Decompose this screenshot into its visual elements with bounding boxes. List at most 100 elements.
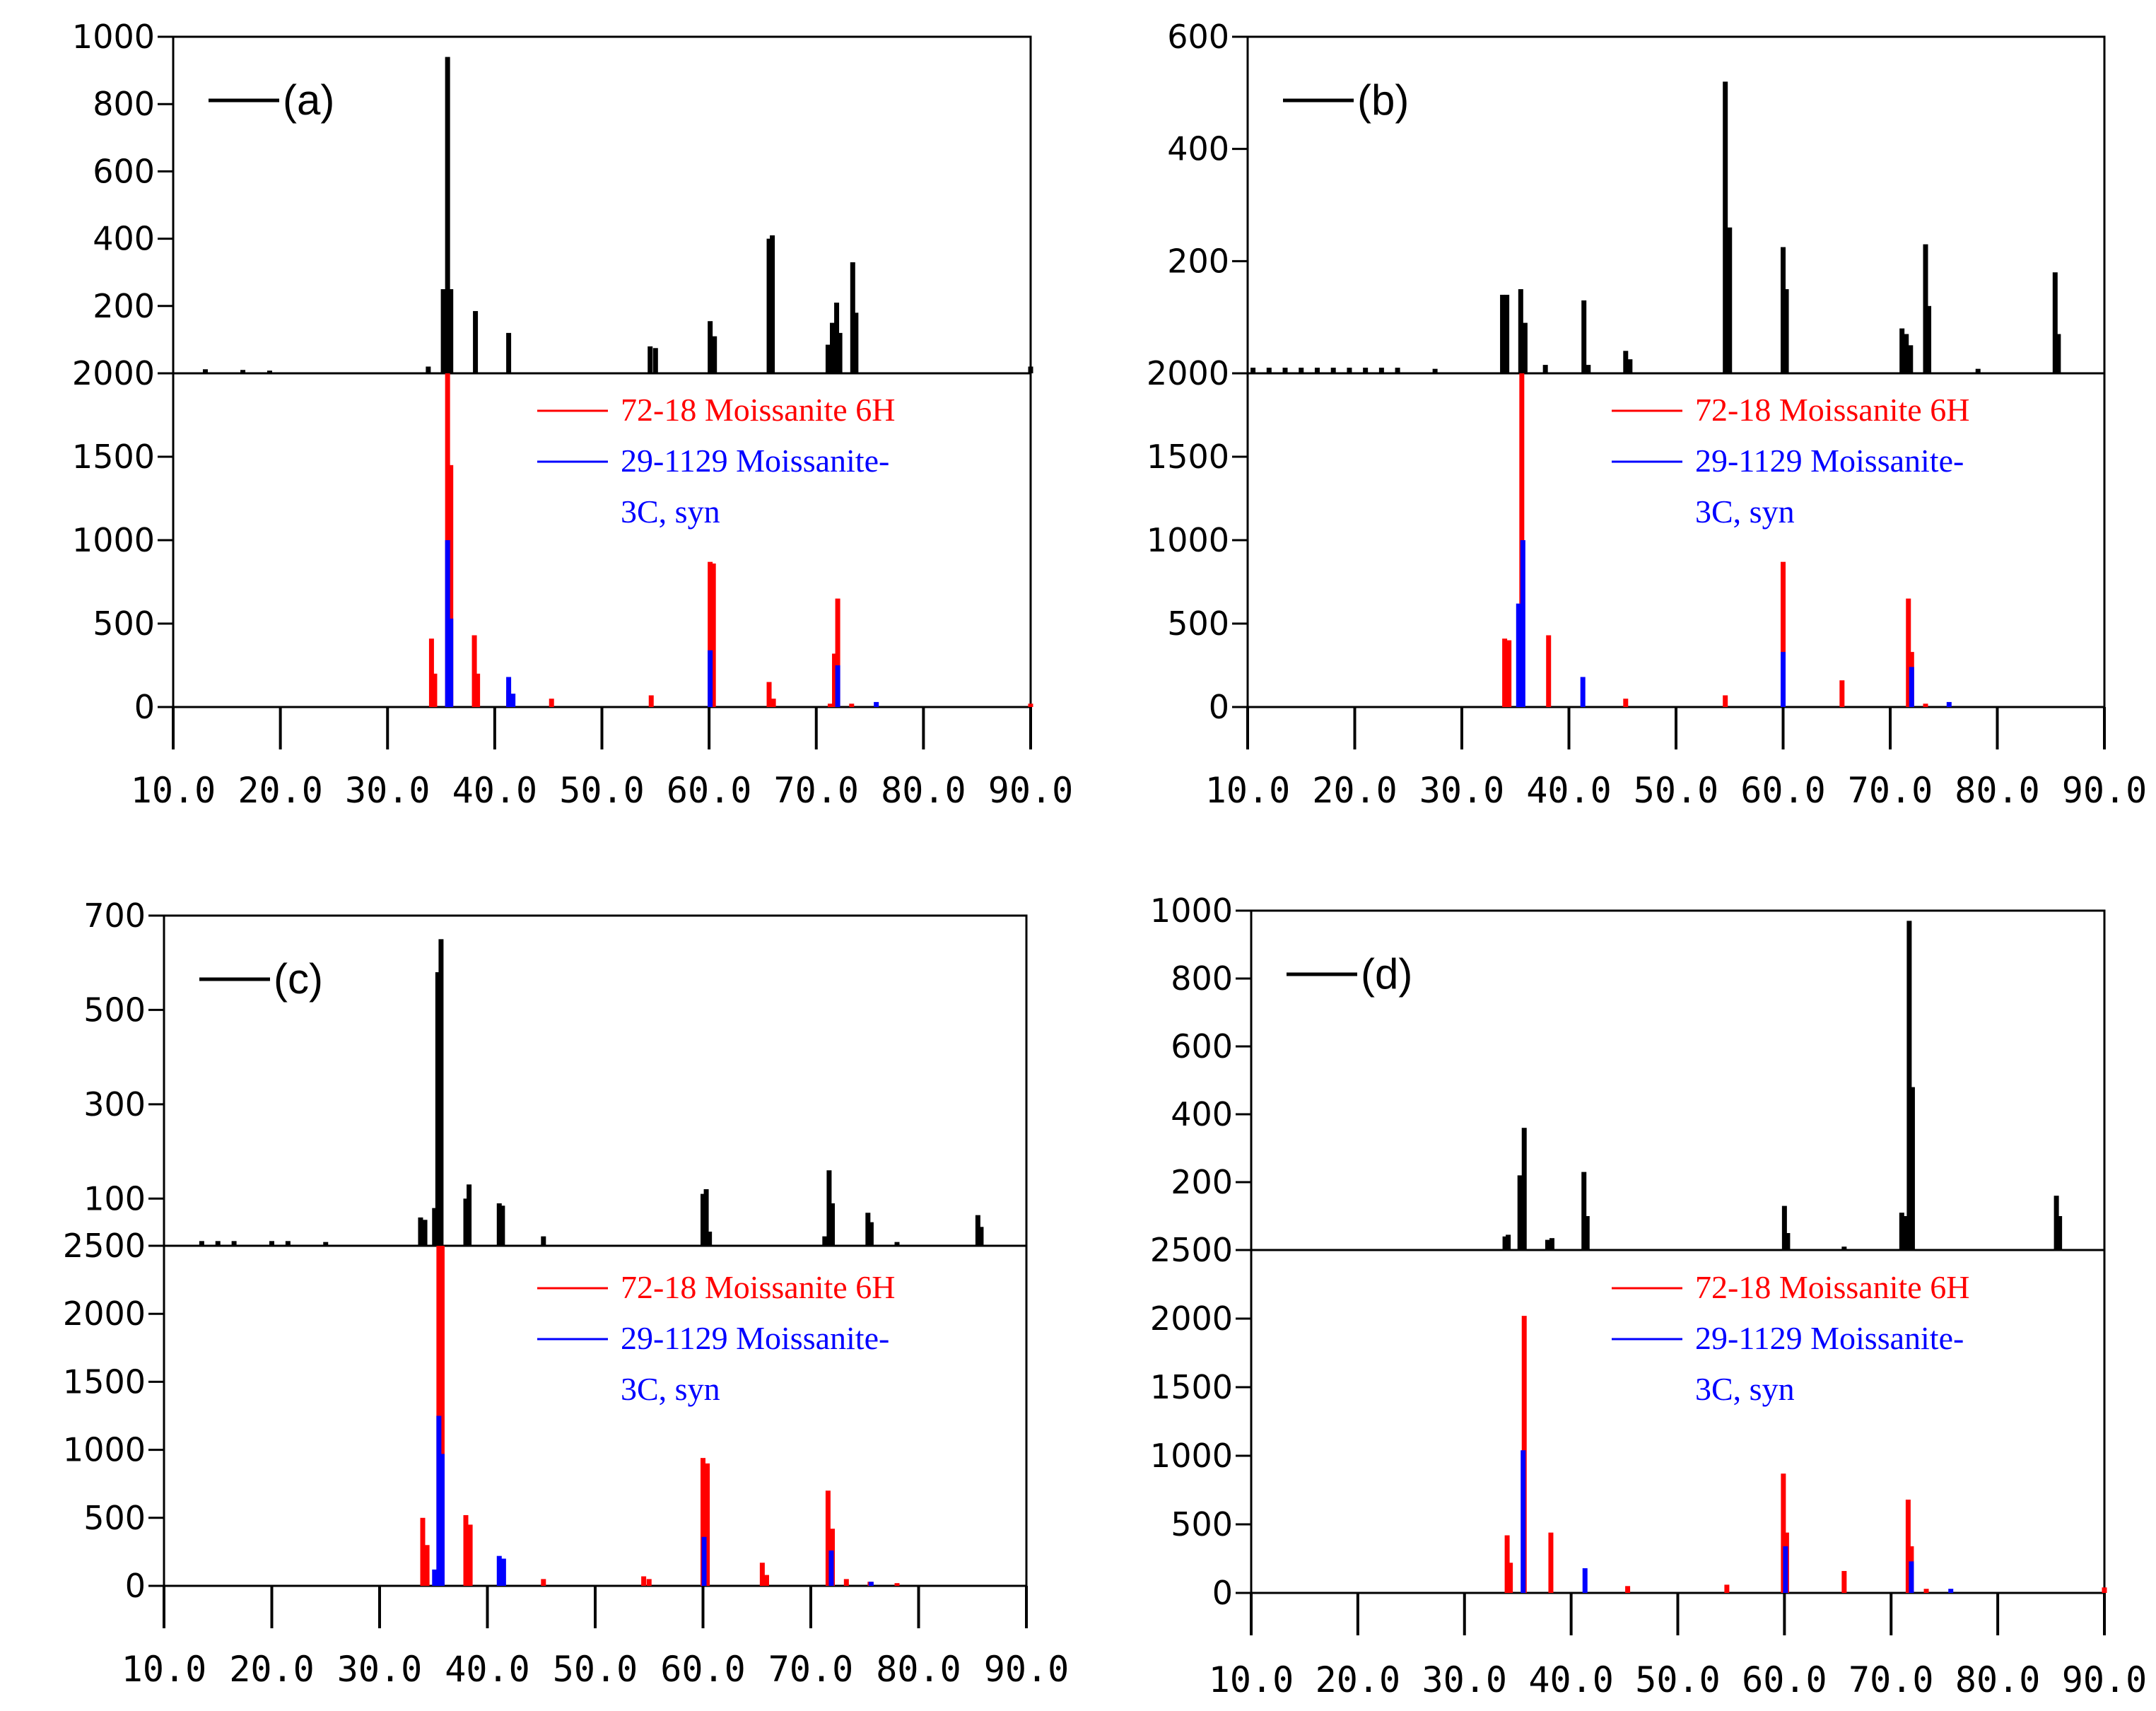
x-tick-label: 20.0 (1316, 1659, 1400, 1700)
panel-label: (d) (1361, 950, 1412, 998)
x-tick-label: 10.0 (122, 1649, 206, 1690)
measured-peak-bar (652, 348, 658, 373)
y-tick-label-top: 200 (93, 287, 155, 325)
measured-peak-bar (1727, 227, 1733, 373)
moissanite-6h-bar (1502, 638, 1508, 707)
measured-peak-bar (766, 238, 772, 373)
panel-label: (c) (274, 955, 323, 1003)
measured-peak-bar (894, 1242, 900, 1246)
moissanite-6h-bar (2102, 1587, 2107, 1593)
y-tick-label-bottom: 2500 (63, 1227, 146, 1265)
measured-peak-bar (1899, 1213, 1904, 1250)
moissanite-6h-bar (420, 1517, 426, 1586)
moissanite-6h-bar (827, 703, 833, 707)
moissanite-6h-bar (832, 653, 838, 707)
moissanite-6h-bar (1508, 1563, 1513, 1593)
moissanite-6h-bar (549, 699, 554, 707)
measured-peak-bar (231, 1241, 237, 1246)
measured-peak-bar (1785, 1233, 1791, 1250)
moissanite-6h-bar (759, 1563, 765, 1586)
y-tick-label-bottom: 2000 (1150, 1300, 1233, 1338)
moissanite-6h-bar (701, 1458, 705, 1586)
x-tick-label: 50.0 (1635, 1659, 1720, 1700)
moissanite-6h-bar (1625, 1586, 1631, 1593)
measured-peak-bar (1363, 368, 1369, 373)
moissanite-6h-bar (1506, 640, 1512, 707)
x-tick-label: 60.0 (660, 1649, 745, 1690)
moissanite-6h-bar (849, 703, 855, 707)
measured-peak-bar (432, 1208, 438, 1246)
measured-peak-bar (829, 322, 835, 373)
x-tick-label: 40.0 (445, 1649, 529, 1690)
moissanite-6h-bar (1546, 635, 1552, 707)
measured-peak-bar (285, 1241, 291, 1246)
measured-peak-bar (500, 1205, 505, 1246)
moissanite-6h-bar (1906, 598, 1911, 707)
measured-peak-bar (834, 303, 840, 373)
moissanite-6h-bar (1839, 680, 1845, 707)
moissanite-6h-bar (835, 598, 840, 707)
measured-peak-bar (1542, 365, 1548, 373)
measured-peak-bar (506, 332, 512, 373)
measured-peak-bar (426, 366, 431, 373)
y-tick-label-top: 800 (93, 85, 155, 123)
legend-6h-label: 72-18 Moissanite 6H (621, 1269, 895, 1305)
measured-peak-bar (1586, 365, 1591, 373)
measured-peak-bar (1723, 81, 1728, 373)
x-tick-label: 10.0 (1205, 770, 1290, 811)
y-tick-label-bottom: 500 (93, 605, 155, 643)
measured-peak-bar (1500, 294, 1506, 373)
x-tick-label: 70.0 (768, 1649, 853, 1690)
moissanite-6h-bar (471, 635, 477, 707)
measured-peak-bar (1781, 247, 1786, 373)
x-tick-label: 40.0 (1526, 770, 1611, 811)
measured-peak-bar (1783, 289, 1789, 373)
x-tick-label: 80.0 (876, 1649, 961, 1690)
measured-peak-bar (1506, 1234, 1511, 1250)
moissanite-6h-bar (428, 638, 434, 707)
y-tick-label-bottom: 1000 (63, 1431, 146, 1469)
y-tick-label-bottom: 1000 (1147, 521, 1229, 559)
x-tick-label: 70.0 (1848, 770, 1933, 811)
measured-peak-bar (707, 1231, 713, 1246)
legend-6h-label: 72-18 Moissanite 6H (621, 392, 895, 428)
y-tick-label-top: 200 (1167, 242, 1229, 280)
measured-peak-bar (975, 1215, 980, 1246)
measured-peak-bar (1908, 345, 1914, 373)
moissanite-6h-bar (448, 465, 454, 707)
moissanite-6h-bar (1028, 703, 1033, 707)
moissanite-3c-bar (1783, 1546, 1788, 1593)
x-tick-label: 80.0 (1955, 1659, 2040, 1700)
y-tick-label-bottom: 1000 (1150, 1437, 1233, 1475)
measured-peak-bar (440, 289, 446, 373)
measured-peak-bar (1504, 294, 1510, 373)
plot-frame (1250, 909, 2106, 1594)
y-tick-label-top: 600 (1171, 1027, 1233, 1065)
x-tick-label: 90.0 (2062, 770, 2147, 811)
measured-peak-bar (853, 313, 859, 373)
panel-a: 200 400 600 800 1000 0 500 1000 1500 2000 10.0 20.0… (72, 18, 1073, 811)
panel-label: (b) (1357, 76, 1409, 124)
measured-peak-bar (1584, 1216, 1590, 1250)
x-tick-label: 30.0 (1419, 770, 1504, 811)
measured-peak-bar (1282, 368, 1288, 373)
y-tick-label-bottom: 2500 (1150, 1231, 1233, 1269)
measured-peak-bar (826, 1170, 832, 1246)
moissanite-6h-bar (708, 561, 713, 707)
measured-peak-bar (830, 1203, 835, 1246)
x-tick-label: 20.0 (229, 1649, 314, 1690)
y-tick-label-top: 1000 (72, 18, 155, 56)
measured-peak-bar (1250, 368, 1256, 373)
measured-peak-bar (1904, 334, 1909, 373)
measured-peak-bar (1899, 328, 1905, 373)
legend-3c-label: 29-1129 Moissanite- (621, 1320, 889, 1356)
moissanite-6h-bar (1623, 699, 1629, 707)
y-tick-label-bottom: 1500 (1150, 1368, 1233, 1406)
measured-peak-bar (541, 1236, 546, 1246)
moissanite-6h-bar (710, 563, 716, 707)
measured-peak-bar (438, 939, 444, 1246)
moissanite-6h-bar (439, 1246, 445, 1586)
y-tick-label-top: 800 (1171, 959, 1233, 998)
moissanite-6h-bar (432, 673, 438, 707)
